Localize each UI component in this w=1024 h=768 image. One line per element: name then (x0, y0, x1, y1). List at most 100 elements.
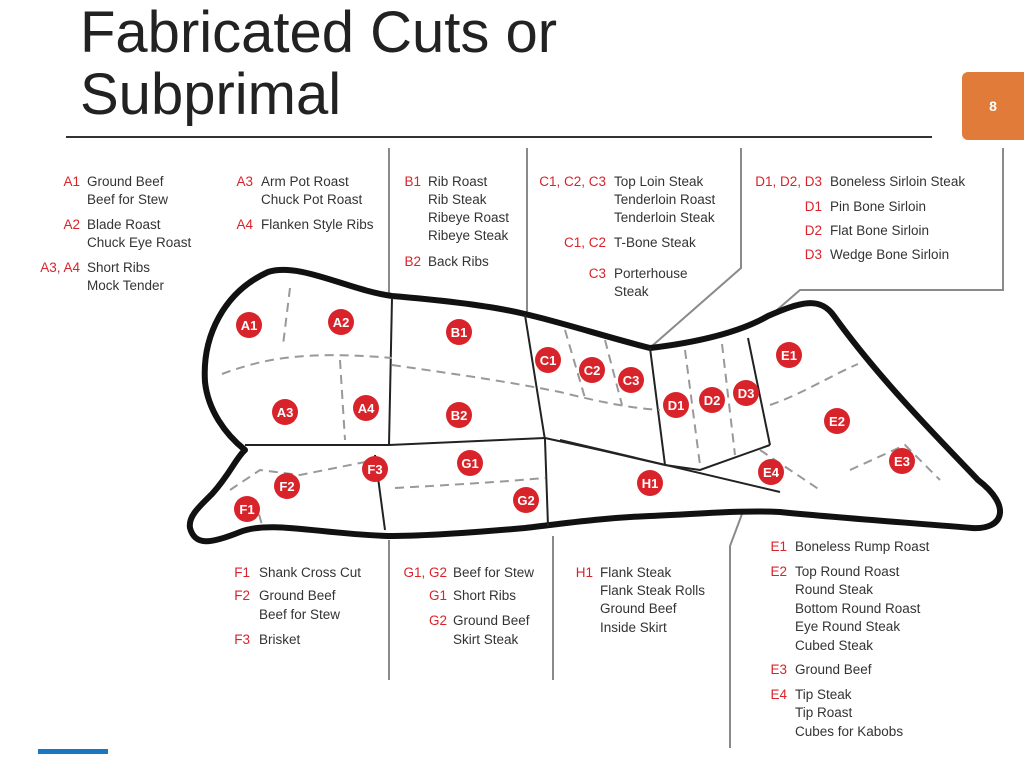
cut-label: Rib Steak (428, 192, 487, 207)
marker-e2: E2 (824, 408, 850, 434)
code-d1: D1 (805, 199, 822, 214)
svg-text:G2: G2 (517, 493, 534, 508)
marker-a2: A2 (328, 309, 354, 335)
label-group-sirloin: D1, D2, D3 Boneless Sirloin Steak D1 Pin… (755, 174, 965, 262)
cut-label: Blade Roast (87, 217, 161, 232)
marker-d2: D2 (699, 387, 725, 413)
cut-label: Top Loin Steak (614, 174, 704, 189)
svg-text:A1: A1 (241, 318, 258, 333)
marker-e1: E1 (776, 342, 802, 368)
svg-text:H1: H1 (642, 476, 659, 491)
cut-label: Top Round Roast (795, 564, 900, 579)
svg-text:D3: D3 (738, 386, 755, 401)
code-g2: G2 (429, 613, 447, 628)
svg-text:E1: E1 (781, 348, 797, 363)
label-group-rib: B1 Rib Roast Rib Steak Ribeye Roast Ribe… (404, 174, 509, 269)
carcass-outline (186, 266, 1003, 545)
cut-label: Ribeye Roast (428, 210, 509, 225)
slide-title-line-1: Fabricated Cuts or (80, 0, 558, 65)
cut-label: Flat Bone Sirloin (830, 223, 929, 238)
code-e1: E1 (770, 539, 787, 554)
code-e2: E2 (770, 564, 787, 579)
marker-d1: D1 (663, 392, 689, 418)
marker-a3: A3 (272, 399, 298, 425)
cut-label: Pin Bone Sirloin (830, 199, 926, 214)
cut-label: Flank Steak (600, 565, 672, 580)
code-a3-a4: A3, A4 (40, 260, 80, 275)
cut-label: Eye Round Steak (795, 619, 900, 634)
code-g1: G1 (429, 588, 447, 603)
svg-text:E4: E4 (763, 465, 780, 480)
label-group-chuck: A1 Ground Beef Beef for Stew A2 Blade Ro… (40, 174, 374, 293)
marker-f1: F1 (234, 496, 260, 522)
cut-label: Short Ribs (87, 260, 150, 275)
primal-boundaries (245, 297, 781, 531)
cut-label: Boneless Sirloin Steak (830, 174, 965, 189)
cut-label: Flanken Style Ribs (261, 217, 374, 232)
svg-text:A3: A3 (277, 405, 294, 420)
label-group-round: E1 Boneless Rump Roast E2 Top Round Roas… (770, 539, 929, 739)
cut-label: Ground Beef (795, 662, 872, 677)
cut-label: Round Steak (795, 582, 873, 597)
cut-label: Cubed Steak (795, 638, 873, 653)
cut-label: Tenderloin Roast (614, 192, 716, 207)
cut-label: Ribeye Steak (428, 228, 509, 243)
cut-label: T-Bone Steak (614, 235, 696, 250)
svg-text:E2: E2 (829, 414, 845, 429)
cut-label: Arm Pot Roast (261, 174, 349, 189)
svg-text:B2: B2 (451, 408, 468, 423)
code-d2: D2 (805, 223, 822, 238)
cut-markers: A1 A2 A3 A4 B1 B2 C1 C2 C3 D1 D2 D3 E1 E… (234, 309, 915, 522)
marker-c1: C1 (535, 347, 561, 373)
cut-label: Steak (614, 284, 649, 299)
marker-g2: G2 (513, 487, 539, 513)
svg-text:D1: D1 (668, 398, 685, 413)
code-b1: B1 (404, 174, 421, 189)
code-h1: H1 (576, 565, 593, 580)
cut-label: Chuck Eye Roast (87, 235, 192, 250)
svg-text:D2: D2 (704, 393, 721, 408)
footer-accent-bar (38, 749, 108, 754)
code-f3: F3 (234, 632, 250, 647)
code-c1-c2: C1, C2 (564, 235, 606, 250)
code-a3: A3 (236, 174, 253, 189)
slide-title-line-2: Subprimal (80, 62, 342, 127)
svg-text:A4: A4 (358, 401, 375, 416)
code-b2: B2 (404, 254, 421, 269)
marker-f2: F2 (274, 473, 300, 499)
marker-d3: D3 (733, 380, 759, 406)
svg-text:A2: A2 (333, 315, 350, 330)
cut-label: Rib Roast (428, 174, 488, 189)
marker-e3: E3 (889, 448, 915, 474)
cut-label: Tip Roast (795, 705, 853, 720)
cut-label: Bottom Round Roast (795, 601, 921, 616)
cut-label: Tenderloin Steak (614, 210, 715, 225)
svg-text:F1: F1 (239, 502, 254, 517)
cut-label: Ground Beef (87, 174, 164, 189)
code-d3: D3 (805, 247, 822, 262)
code-c3: C3 (589, 266, 606, 281)
cut-label: Shank Cross Cut (259, 565, 361, 580)
marker-a4: A4 (353, 395, 379, 421)
subprimal-boundaries (221, 287, 941, 526)
code-a1: A1 (63, 174, 80, 189)
label-group-brisket-shank: F1 Shank Cross Cut F2 Ground Beef Beef f… (234, 565, 361, 647)
cut-label: Ground Beef (600, 601, 677, 616)
page-number-badge: 8 (962, 72, 1024, 140)
cut-label: Ground Beef (453, 613, 530, 628)
cut-label: Ground Beef (259, 588, 336, 603)
page-number: 8 (989, 98, 997, 114)
code-f2: F2 (234, 588, 250, 603)
marker-g1: G1 (457, 450, 483, 476)
cut-label: Mock Tender (87, 278, 165, 293)
code-e4: E4 (770, 687, 787, 702)
slide-title: Fabricated Cuts or Subprimal (80, 2, 940, 126)
svg-text:C2: C2 (584, 363, 601, 378)
svg-text:C3: C3 (623, 373, 640, 388)
cut-label: Beef for Stew (259, 607, 340, 622)
marker-a1: A1 (236, 312, 262, 338)
marker-c3: C3 (618, 367, 644, 393)
marker-b2: B2 (446, 402, 472, 428)
cut-label: Tip Steak (795, 687, 852, 702)
